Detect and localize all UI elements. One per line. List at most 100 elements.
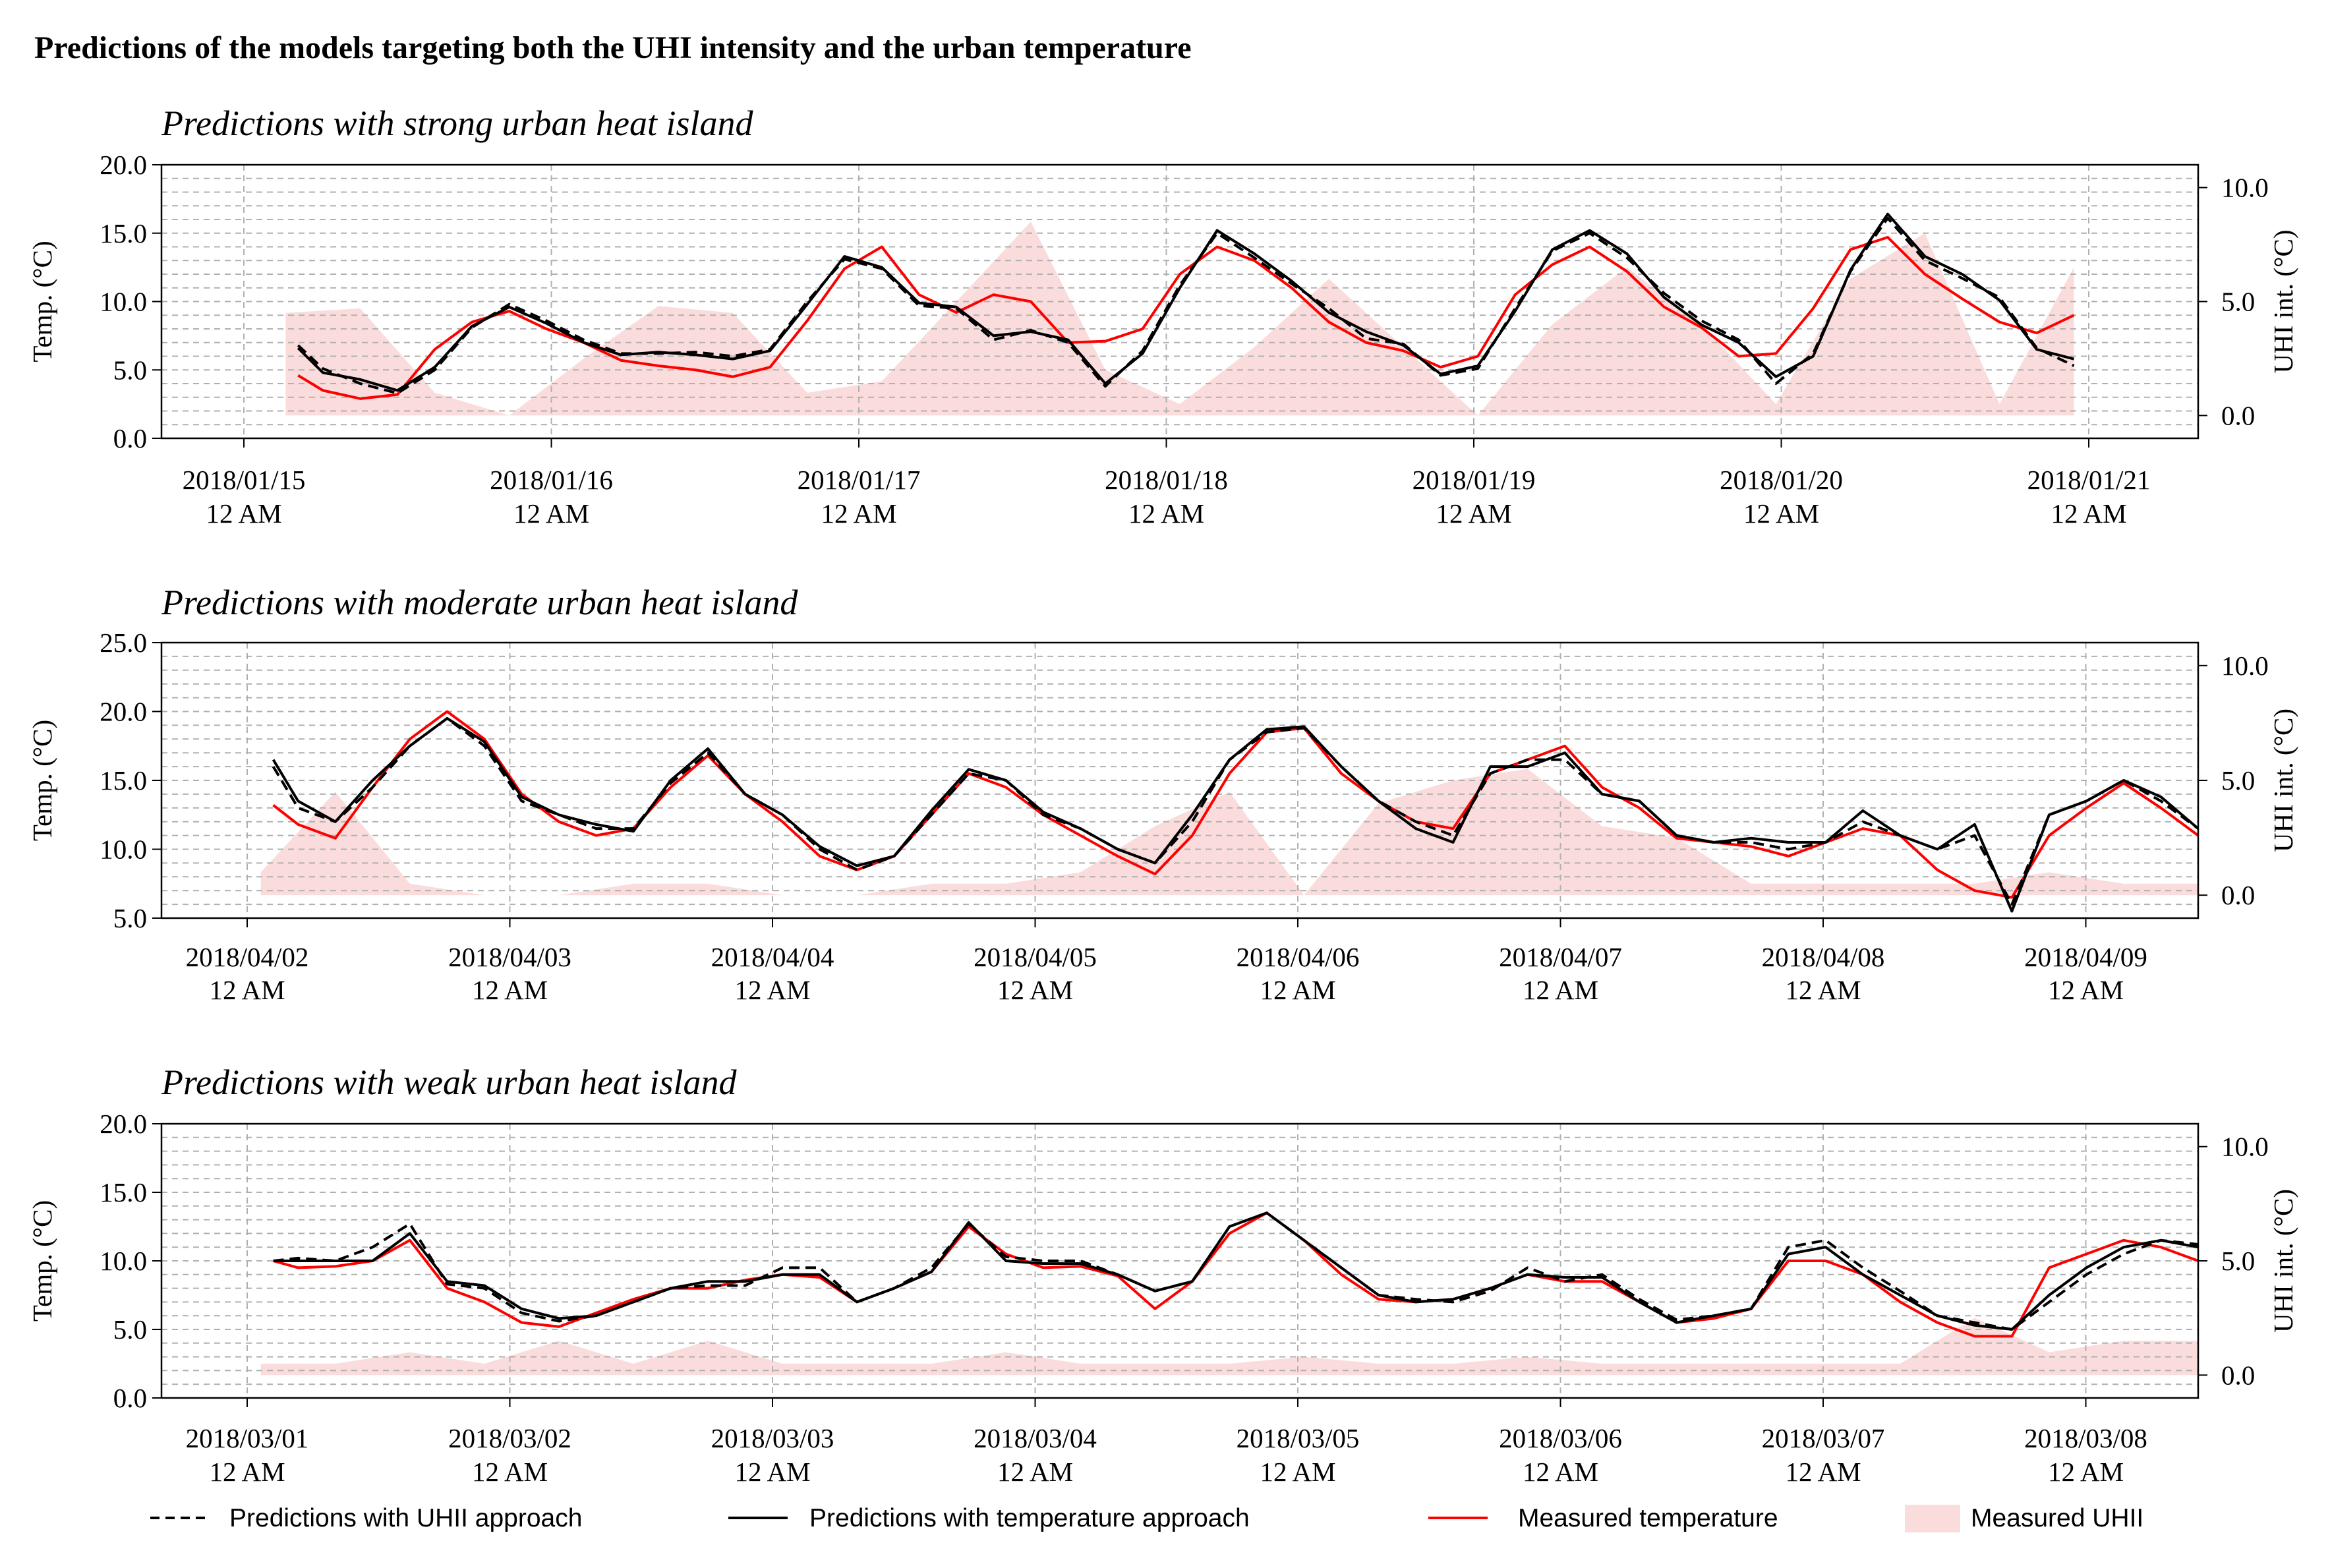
x-tick-time: 12 AM	[734, 1457, 810, 1487]
y2-tick-label: 10.0	[2221, 1132, 2269, 1162]
figure-title: Predictions of the models targeting both…	[34, 30, 1192, 65]
y2-axis-label: UHI int. (°C)	[2268, 1189, 2298, 1333]
y-tick-label: 15.0	[100, 765, 147, 796]
y2-tick-label: 0.0	[2221, 1360, 2255, 1390]
x-tick-date: 2018/04/08	[1762, 942, 1885, 972]
x-tick-time: 12 AM	[1785, 975, 1861, 1005]
x-tick-time: 12 AM	[2051, 498, 2126, 529]
panel-title: Predictions with moderate urban heat isl…	[161, 583, 798, 622]
measured-temperature-line	[272, 710, 2199, 899]
x-tick-date: 2018/04/07	[1499, 942, 1622, 972]
x-tick-date: 2018/01/16	[490, 465, 613, 495]
legend-measured-temperature-label: Measured temperature	[1518, 1504, 1778, 1532]
x-tick-date: 2018/04/02	[186, 942, 309, 972]
x-tick-date: 2018/04/05	[974, 942, 1097, 972]
legend-uhii-approach-label: Predictions with UHII approach	[229, 1504, 582, 1532]
x-tick-date: 2018/03/02	[448, 1423, 571, 1453]
x-tick-time: 12 AM	[821, 498, 896, 529]
x-tick-date: 2018/03/05	[1237, 1423, 1360, 1453]
y-tick-label: 20.0	[100, 150, 147, 180]
y-tick-label: 20.0	[100, 1109, 147, 1139]
y-tick-label: 20.0	[100, 697, 147, 727]
plot-frame	[160, 163, 2199, 440]
temperature-approach-line	[272, 716, 2199, 913]
y-tick-label: 25.0	[100, 627, 147, 658]
legend-measured-uhii-label: Measured UHII	[1971, 1504, 2143, 1532]
y-tick-label: 15.0	[100, 1177, 147, 1207]
legend-measured-uhii-swatch	[1905, 1505, 1960, 1532]
legend: Predictions with UHII approach Predictio…	[150, 1504, 2143, 1532]
x-tick-time: 12 AM	[209, 975, 285, 1005]
x-tick-date: 2018/03/01	[186, 1423, 309, 1453]
plot-frame	[160, 1122, 2199, 1399]
y-tick-label: 0.0	[113, 1383, 147, 1413]
x-tick-date: 2018/04/09	[2024, 942, 2147, 972]
measured-uhii-area	[260, 1318, 2199, 1376]
y2-axis-label: UHI int. (°C)	[2268, 230, 2298, 374]
y-axis-label: Temp. (°C)	[27, 241, 57, 362]
x-tick-date: 2018/01/19	[1413, 465, 1536, 495]
x-tick-time: 12 AM	[1128, 498, 1204, 529]
x-tick-date: 2018/04/06	[1237, 942, 1360, 972]
x-tick-date: 2018/04/03	[448, 942, 571, 972]
x-tick-time: 12 AM	[1436, 498, 1511, 529]
x-tick-date: 2018/01/21	[2027, 465, 2151, 495]
x-tick-time: 12 AM	[209, 1457, 285, 1487]
x-tick-time: 12 AM	[1785, 1457, 1861, 1487]
x-tick-time: 12 AM	[1743, 498, 1819, 529]
y2-tick-label: 5.0	[2221, 287, 2255, 317]
x-tick-time: 12 AM	[1260, 1457, 1335, 1487]
y-tick-label: 15.0	[100, 218, 147, 248]
x-tick-date: 2018/03/04	[974, 1423, 1097, 1453]
y-tick-label: 5.0	[113, 1314, 147, 1345]
panel-title: Predictions with strong urban heat islan…	[161, 103, 754, 143]
legend-temperature-approach-label: Predictions with temperature approach	[809, 1504, 1250, 1532]
y2-tick-label: 10.0	[2221, 173, 2269, 203]
temperature-approach-line	[297, 212, 2075, 392]
y-tick-label: 5.0	[113, 903, 147, 933]
x-tick-time: 12 AM	[472, 975, 548, 1005]
temperature-approach-line	[273, 1211, 2199, 1331]
y-tick-label: 5.0	[113, 355, 147, 385]
x-tick-time: 12 AM	[997, 975, 1073, 1005]
x-tick-date: 2018/01/18	[1105, 465, 1228, 495]
x-tick-time: 12 AM	[997, 1457, 1073, 1487]
x-tick-time: 12 AM	[1260, 975, 1335, 1005]
x-tick-date: 2018/03/07	[1762, 1423, 1885, 1453]
uhii-approach-line	[297, 216, 2075, 395]
y2-tick-label: 0.0	[2221, 880, 2255, 910]
plot-frame	[160, 641, 2199, 919]
x-tick-date: 2018/01/15	[183, 465, 306, 495]
y-tick-label: 10.0	[100, 834, 147, 865]
chart-panel-3: Predictions with weak urban heat island 2…	[27, 1062, 2298, 1487]
y-tick-label: 0.0	[113, 423, 147, 453]
x-tick-time: 12 AM	[2048, 1457, 2124, 1487]
y2-tick-label: 5.0	[2221, 1246, 2255, 1276]
x-tick-time: 12 AM	[206, 498, 281, 529]
y2-axis-label: UHI int. (°C)	[2268, 709, 2298, 852]
y2-tick-label: 10.0	[2221, 651, 2269, 681]
y-tick-label: 10.0	[100, 287, 147, 317]
chart-panel-1: Predictions with strong urban heat islan…	[27, 103, 2298, 529]
chart-panels: Predictions with strong urban heat islan…	[27, 103, 2298, 1487]
x-tick-time: 12 AM	[472, 1457, 548, 1487]
x-tick-time: 12 AM	[734, 975, 810, 1005]
y-axis-label: Temp. (°C)	[27, 720, 57, 841]
x-tick-date: 2018/03/06	[1499, 1423, 1622, 1453]
y-axis-label: Temp. (°C)	[27, 1200, 57, 1321]
y2-tick-label: 5.0	[2221, 765, 2255, 796]
x-tick-date: 2018/03/08	[2024, 1423, 2147, 1453]
x-tick-date: 2018/04/04	[711, 942, 834, 972]
panel-title: Predictions with weak urban heat island	[161, 1062, 737, 1102]
x-tick-time: 12 AM	[513, 498, 589, 529]
x-tick-time: 12 AM	[1523, 1457, 1598, 1487]
x-tick-time: 12 AM	[1523, 975, 1598, 1005]
x-tick-date: 2018/01/20	[1720, 465, 1843, 495]
x-tick-time: 12 AM	[2048, 975, 2124, 1005]
y2-tick-label: 0.0	[2221, 400, 2255, 430]
chart-panel-2: Predictions with moderate urban heat isl…	[27, 583, 2298, 1005]
y-tick-label: 10.0	[100, 1246, 147, 1276]
x-tick-date: 2018/01/17	[798, 465, 921, 495]
x-tick-date: 2018/03/03	[711, 1423, 834, 1453]
